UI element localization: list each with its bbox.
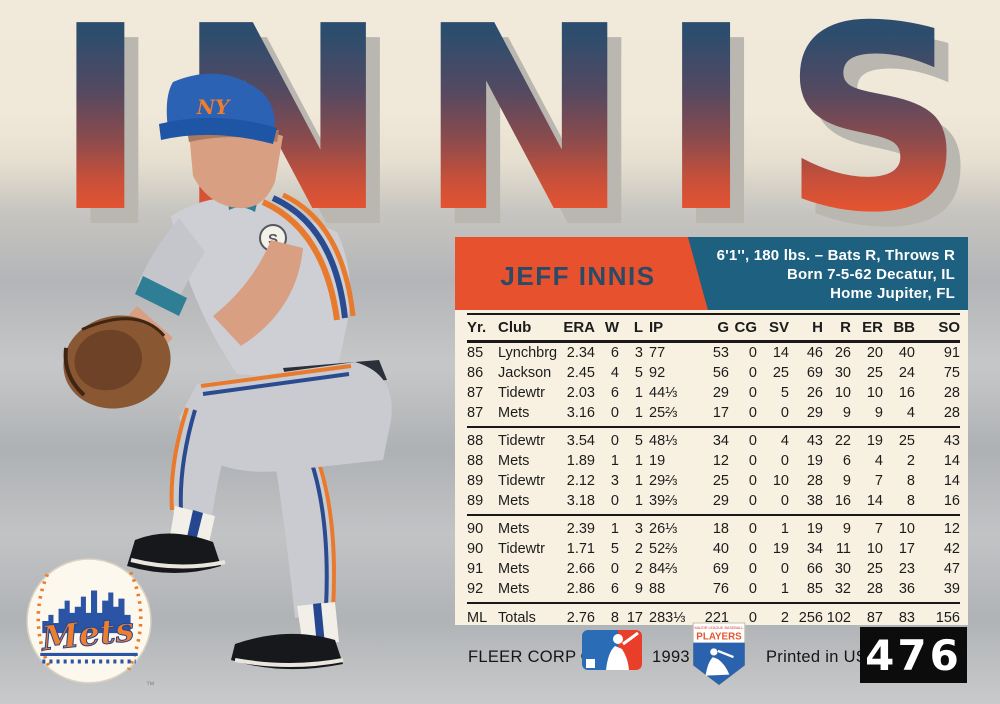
cap-brim [159,117,277,144]
stats-header-row: Yr. Club ERA W L IP G CG SV H R ER BB SO [467,313,960,343]
stats-row: 88 Tidewtr 3.54 0 5 48⅓ 34 0 4 43 22 19 25 43 [467,433,960,449]
players-association-logo: MAJOR LEAGUE BASEBALL PLAYERS [692,622,746,686]
table-divider [467,514,960,516]
table-divider [467,426,960,428]
jersey-patch-letter: S [268,231,278,248]
batter-body [606,646,629,670]
copyright-year: 1993 [652,648,690,666]
trademark: ™ [146,680,155,690]
stats-row: 89 Mets 3.18 0 1 39⅔ 29 0 0 38 16 14 8 16 [467,493,960,509]
glove [63,315,171,409]
stats-row: 85 Lynchbrg 2.34 6 3 77 53 0 14 46 26 20 40 91 [467,345,960,361]
stats-row: 87 Mets 3.16 0 1 25⅔ 17 0 0 29 9 9 4 28 [467,405,960,421]
stats-row: 89 Tidewtr 2.12 3 1 29⅔ 25 0 10 28 9 7 8 14 [467,473,960,489]
bio-panel [687,237,968,310]
bio-line-3: Home Jupiter, FL [830,285,955,302]
throwing-arm [213,240,303,346]
stats-row: 86 Jackson 2.45 4 5 92 56 0 25 69 30 25 24 75 [467,365,960,381]
stats-row: 90 Tidewtr 1.71 5 2 52⅔ 40 0 19 34 11 10 17 42 [467,541,960,557]
batter-head [613,634,623,644]
players-batter [705,657,730,676]
skyline [42,590,131,634]
mets-team-logo: Mets ™ [26,558,155,690]
table-divider [467,602,960,604]
stats-row: 87 Tidewtr 2.03 6 1 44⅓ 29 0 5 26 10 10 16 28 [467,385,960,401]
player-bio: 6'1'', 180 lbs. – Bats R, Throws R Born … [717,246,955,303]
mlb-logo [582,630,642,670]
card-number: 476 [865,630,962,680]
stats-row: ML Totals 2.76 8 17 283⅓ 221 0 2 256 102 87 83 156 [467,610,960,626]
standing-shoe [231,633,343,670]
stats-panel: Yr. Club ERA W L IP G CG SV H R ER BB SO 85 Lynchbrg 2.3… [455,310,968,626]
stats-row: 88 Mets 1.89 1 1 19 12 0 0 19 6 4 2 14 [467,453,960,469]
player-info-bar: JEFF INNIS 6'1'', 180 lbs. – Bats R, Thr… [455,237,968,310]
publisher-text: FLEER CORP © [468,648,594,666]
face [189,126,283,209]
stitch-left [36,573,52,669]
player-photo: S NY [63,73,392,670]
bio-line-2: Born 7-5-62 Decatur, IL [787,266,955,283]
stats-row: 91 Mets 2.66 0 2 84⅔ 69 0 0 66 30 25 23 47 [467,561,960,577]
stats-row: 90 Mets 2.39 1 3 26⅓ 18 0 1 19 9 7 10 12 [467,521,960,537]
undershirt-sleeve [135,276,187,316]
bio-line-1: 6'1'', 180 lbs. – Bats R, Throws R [716,247,955,264]
players-logo-top-text: MAJOR LEAGUE BASEBALL [695,626,744,630]
card-number-box: 476 [860,627,967,683]
standing-leg [273,436,336,618]
cap-logo: NY [196,95,231,119]
players-logo-text: PLAYERS [696,632,742,643]
player-name: JEFF INNIS [500,261,656,291]
stats-row: 92 Mets 2.86 6 9 88 76 0 1 85 32 28 36 39 [467,581,960,597]
stats-table: Yr. Club ERA W L IP G CG SV H R ER BB SO 85 Lynchbrg 2.3… [467,313,960,629]
bat [622,631,639,646]
printed-in-text: Printed in USA [766,648,879,666]
